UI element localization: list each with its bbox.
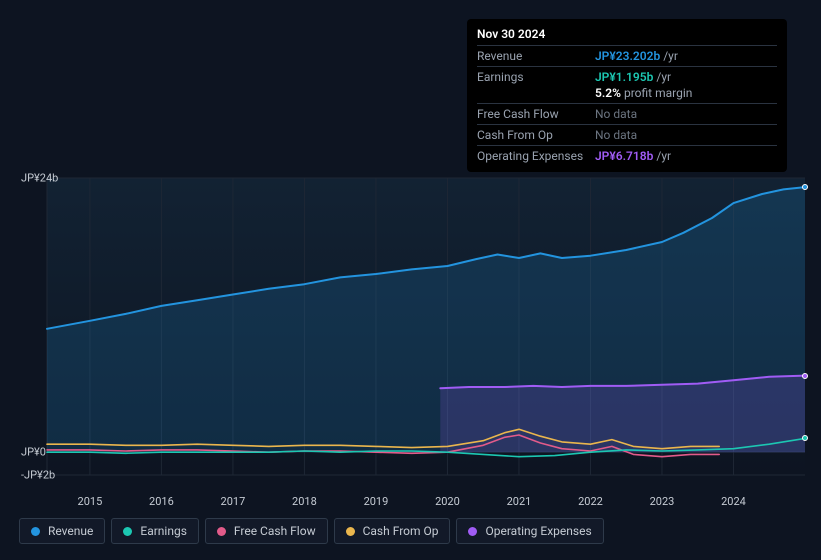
y-axis-label: -JP¥2b (21, 469, 55, 482)
x-axis-label: 2023 (650, 495, 675, 508)
series-end-marker (802, 435, 808, 441)
legend-dot (468, 527, 477, 536)
legend-item-earnings[interactable]: Earnings (111, 518, 199, 544)
y-axis-label: JP¥24b (21, 172, 58, 185)
series-end-marker (802, 184, 808, 190)
legend-item-opex[interactable]: Operating Expenses (456, 518, 603, 544)
tooltip-row: EarningsJP¥1.195b/yr5.2%profit margin (477, 66, 777, 103)
y-axis-label: JP¥0 (21, 446, 46, 459)
legend-item-revenue[interactable]: Revenue (19, 518, 105, 544)
tooltip-metric-label: Earnings (477, 70, 595, 100)
chart-legend: Revenue Earnings Free Cash Flow Cash From O… (19, 518, 604, 544)
x-axis-label: 2022 (578, 495, 603, 508)
tooltip-date: Nov 30 2024 (477, 25, 777, 45)
financials-chart[interactable]: JP¥24bJP¥0-JP¥2b 20152016201720182019202… (17, 160, 805, 490)
legend-item-fcf[interactable]: Free Cash Flow (205, 518, 328, 544)
x-axis-label: 2016 (149, 495, 174, 508)
legend-dot (346, 527, 355, 536)
legend-item-cash_from_op[interactable]: Cash From Op (334, 518, 451, 544)
series-end-marker (802, 373, 808, 379)
x-axis-label: 2019 (364, 495, 389, 508)
x-axis-label: 2020 (435, 495, 460, 508)
tooltip-row: Free Cash FlowNo data (477, 103, 777, 124)
tooltip-row: RevenueJP¥23.202b/yr (477, 45, 777, 66)
legend-label: Free Cash Flow (234, 524, 316, 538)
tooltip-metric-label: Cash From Op (477, 128, 595, 142)
x-axis-label: 2017 (221, 495, 246, 508)
chart-tooltip: Nov 30 2024RevenueJP¥23.202b/yrEarningsJ… (467, 19, 787, 172)
legend-dot (123, 527, 132, 536)
legend-dot (217, 527, 226, 536)
x-axis-label: 2015 (78, 495, 103, 508)
tooltip-metric-value: JP¥1.195b/yr5.2%profit margin (595, 70, 777, 100)
chart-svg (17, 160, 805, 490)
legend-label: Operating Expenses (485, 524, 591, 538)
tooltip-row: Cash From OpNo data (477, 124, 777, 145)
tooltip-metric-value: No data (595, 128, 777, 142)
legend-label: Revenue (48, 524, 93, 538)
tooltip-metric-label: Revenue (477, 49, 595, 63)
tooltip-metric-label: Free Cash Flow (477, 107, 595, 121)
x-axis-label: 2018 (292, 495, 317, 508)
legend-label: Cash From Op (363, 524, 439, 538)
tooltip-metric-value: No data (595, 107, 777, 121)
legend-label: Earnings (140, 524, 187, 538)
x-axis-label: 2024 (721, 495, 746, 508)
x-axis-label: 2021 (507, 495, 532, 508)
legend-dot (31, 527, 40, 536)
tooltip-metric-value: JP¥23.202b/yr (595, 49, 777, 63)
